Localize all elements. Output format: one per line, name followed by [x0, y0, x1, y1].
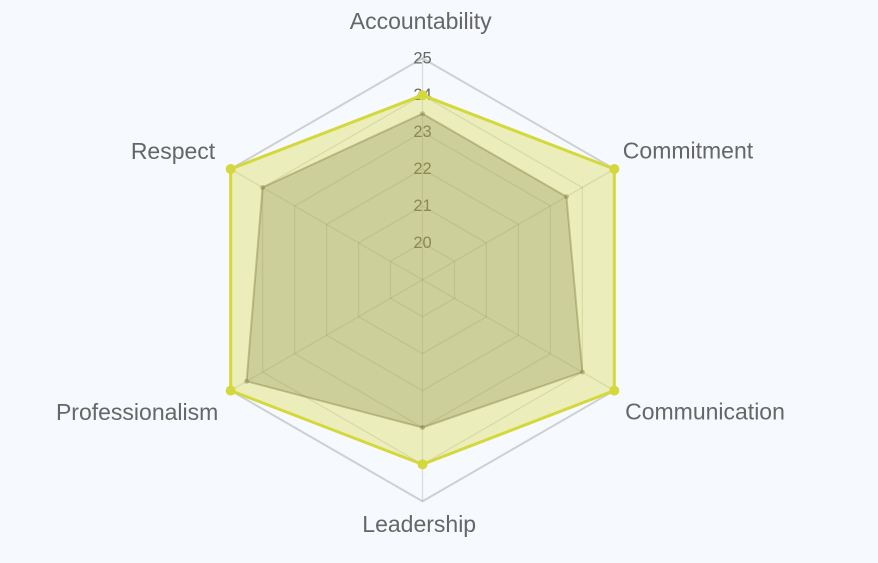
svg-text:Accountability: Accountability: [350, 8, 492, 34]
svg-text:Respect: Respect: [131, 138, 216, 164]
svg-text:21: 21: [413, 197, 431, 215]
svg-text:20: 20: [413, 234, 431, 252]
svg-text:25: 25: [413, 49, 431, 67]
svg-text:23: 23: [413, 123, 431, 141]
svg-text:22: 22: [413, 160, 431, 178]
svg-text:Professionalism: Professionalism: [56, 399, 218, 425]
svg-text:Leadership: Leadership: [362, 511, 476, 537]
svg-text:Commitment: Commitment: [623, 138, 754, 164]
svg-text:Communication: Communication: [625, 399, 785, 425]
